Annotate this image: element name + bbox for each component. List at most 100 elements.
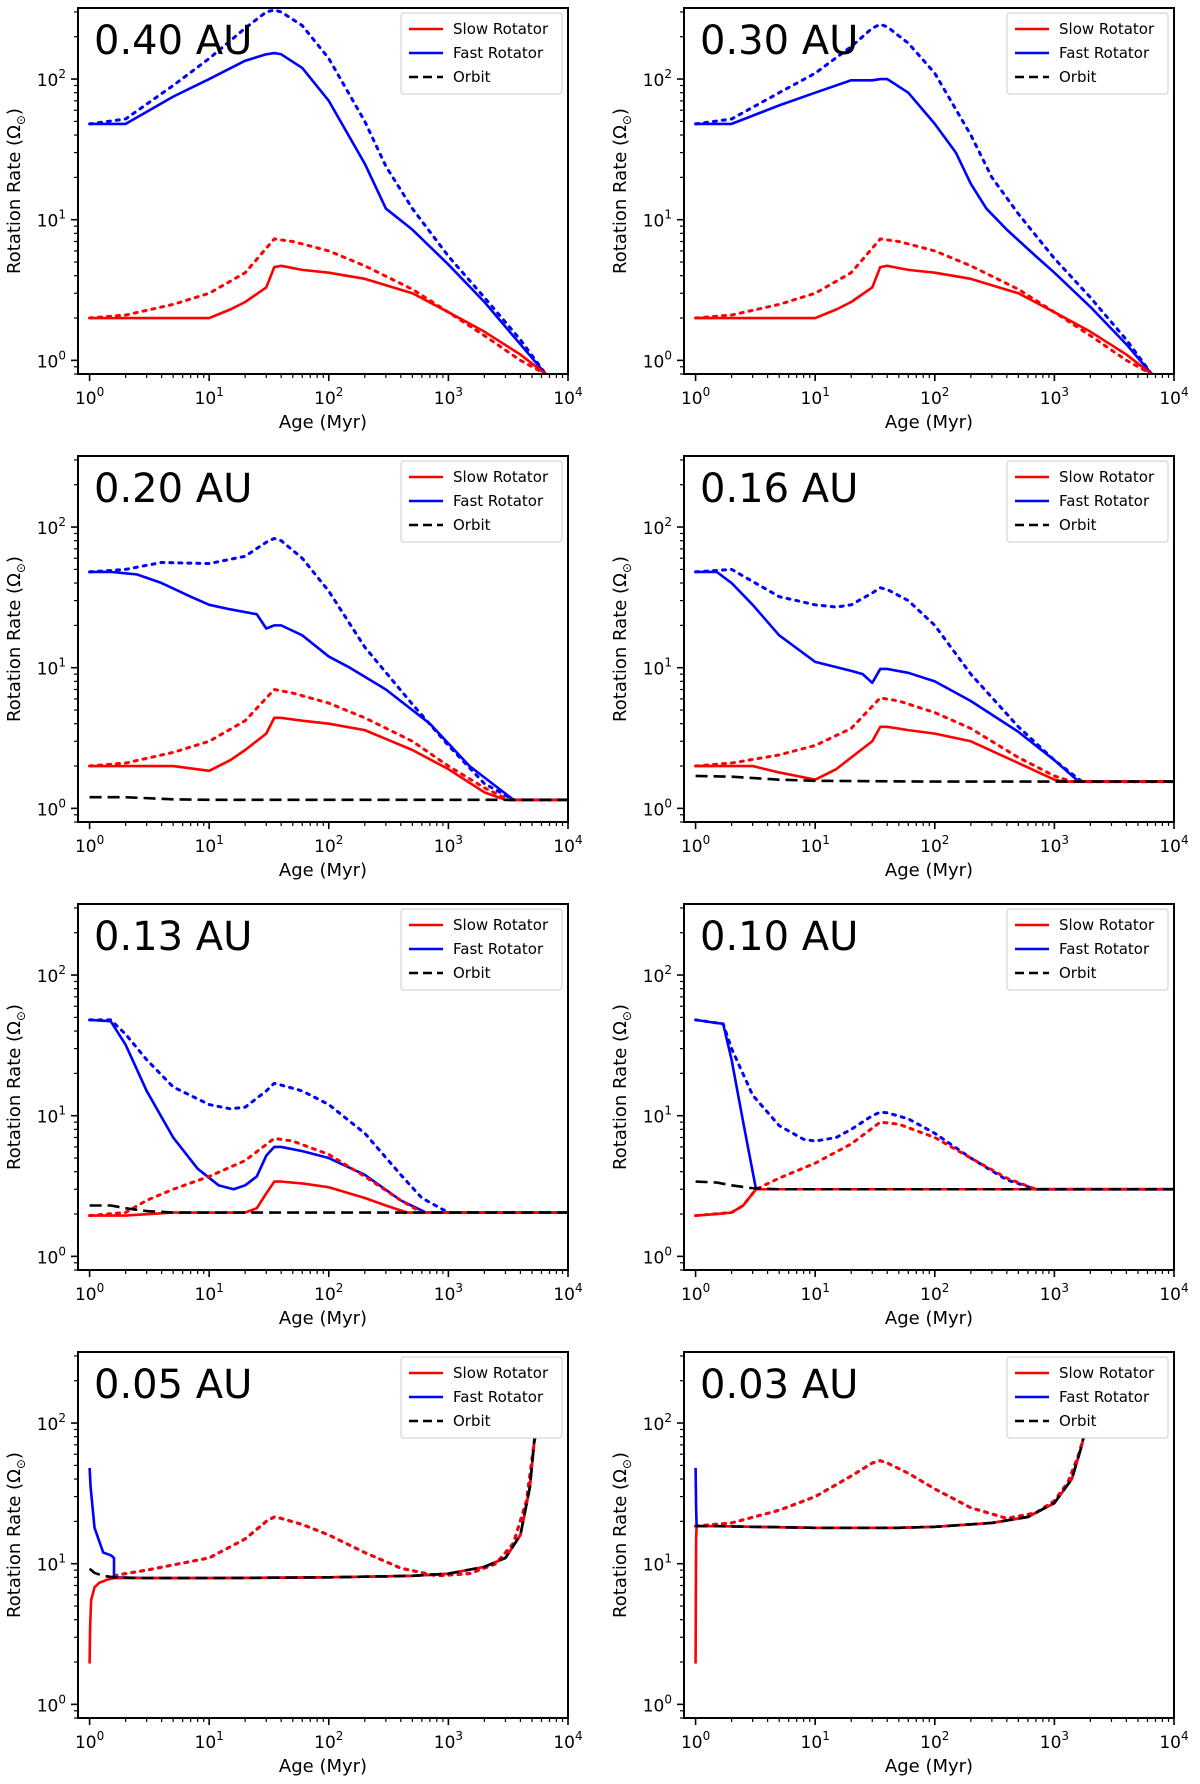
legend-box [1006, 12, 1169, 95]
legend-label: Orbit [1059, 68, 1097, 86]
x-axis-label: Age (Myr) [885, 1308, 973, 1329]
y-axis: 100 101 102 Rotation Rate (Ω⊙) [610, 907, 684, 1271]
x-tick-label: 102 [920, 1729, 949, 1753]
y-tick-label: 101 [37, 656, 66, 680]
y-tick-label: 101 [643, 1104, 672, 1128]
x-tick-label: 103 [1040, 1729, 1069, 1753]
x-tick-label: 103 [434, 1729, 463, 1753]
y-tick-label: 100 [643, 348, 672, 372]
x-tick-label: 104 [1159, 1281, 1188, 1305]
x-axis: 100 101 102 103 104 Age (Myr) [681, 1718, 1189, 1777]
legend: Slow Rotator Fast Rotator Orbit [1006, 908, 1169, 991]
legend-label: Orbit [453, 964, 491, 982]
x-tick-label: 101 [801, 385, 830, 409]
y-tick-label: 100 [643, 1692, 672, 1716]
panel-0-10-au: 100 101 102 103 104 Age (Myr) 100 101 102 Rotatio… [610, 903, 1189, 1329]
series-slow-rotator-core [695, 264, 1153, 374]
x-axis: 100 101 102 103 104 Age (Myr) [75, 822, 583, 881]
x-tick-label: 100 [681, 833, 710, 857]
legend-label: Slow Rotator [453, 468, 549, 486]
x-axis: 100 101 102 103 104 Age (Myr) [75, 374, 583, 433]
series-orbit [695, 1180, 1174, 1191]
panel-0-40-au: 100 101 102 103 104 Age (Myr) 100 101 102 Rotatio… [4, 7, 583, 433]
legend-label: Slow Rotator [1059, 468, 1155, 486]
legend-label: Fast Rotator [1059, 492, 1150, 510]
x-tick-label: 102 [920, 385, 949, 409]
legend-label: Fast Rotator [1059, 940, 1150, 958]
legend-box [1006, 1356, 1169, 1439]
x-tick-label: 101 [801, 1281, 830, 1305]
panel-0-16-au: 100 101 102 103 104 Age (Myr) 100 101 102 Rotatio… [610, 455, 1189, 881]
legend-label: Orbit [1059, 1412, 1097, 1430]
panel-0-03-au: 100 101 102 103 104 Age (Myr) 100 101 102 Rotatio… [610, 1351, 1189, 1777]
panel-title: 0.10 AU [700, 914, 858, 960]
y-tick-label: 101 [37, 208, 66, 232]
x-tick-label: 104 [553, 833, 582, 857]
legend-label: Fast Rotator [1059, 1388, 1150, 1406]
x-tick-label: 104 [1159, 385, 1188, 409]
y-axis: 100 101 102 Rotation Rate (Ω⊙) [4, 11, 78, 375]
series-slow-rotator-core [88, 1422, 538, 1664]
legend-label: Fast Rotator [453, 44, 544, 62]
legend-label: Orbit [453, 1412, 491, 1430]
x-tick-label: 101 [195, 1281, 224, 1305]
x-tick-label: 101 [801, 1729, 830, 1753]
x-tick-label: 100 [681, 1281, 710, 1305]
y-tick-label: 100 [37, 348, 66, 372]
y-tick-label: 102 [643, 67, 672, 91]
legend-box [400, 460, 563, 543]
x-axis: 100 101 102 103 104 Age (Myr) [681, 374, 1189, 433]
legend-label: Fast Rotator [1059, 44, 1150, 62]
x-tick-label: 100 [681, 1729, 710, 1753]
y-axis-label: Rotation Rate (Ω⊙) [4, 1452, 28, 1618]
legend-label: Orbit [1059, 516, 1097, 534]
y-axis: 100 101 102 Rotation Rate (Ω⊙) [610, 11, 684, 375]
y-axis-label: Rotation Rate (Ω⊙) [4, 556, 28, 722]
y-tick-label: 101 [643, 656, 672, 680]
x-axis-label: Age (Myr) [885, 412, 973, 433]
x-tick-label: 104 [1159, 833, 1188, 857]
x-axis-label: Age (Myr) [279, 860, 367, 881]
x-tick-label: 100 [75, 385, 104, 409]
x-tick-label: 100 [681, 385, 710, 409]
series-group [88, 536, 568, 802]
legend-label: Slow Rotator [453, 916, 549, 934]
x-axis-label: Age (Myr) [885, 1756, 973, 1777]
panel-0-30-au: 100 101 102 103 104 Age (Myr) 100 101 102 Rotatio… [610, 7, 1189, 433]
series-group [694, 22, 1154, 374]
x-axis: 100 101 102 103 104 Age (Myr) [681, 1270, 1189, 1329]
y-tick-label: 100 [37, 1692, 66, 1716]
legend: Slow Rotator Fast Rotator Orbit [400, 908, 563, 991]
legend: Slow Rotator Fast Rotator Orbit [400, 460, 563, 543]
y-tick-label: 101 [37, 1104, 66, 1128]
y-tick-label: 101 [37, 1552, 66, 1576]
panel-0-13-au: 100 101 102 103 104 Age (Myr) 100 101 102 Rotatio… [4, 903, 583, 1329]
series-slow-rotator-envelope [88, 1136, 568, 1218]
series-group [88, 8, 548, 374]
y-axis-label: Rotation Rate (Ω⊙) [610, 108, 634, 274]
panel-title: 0.16 AU [700, 466, 858, 512]
x-tick-label: 104 [553, 385, 582, 409]
x-tick-label: 101 [195, 1729, 224, 1753]
series-fast-rotator-envelope [694, 22, 1154, 374]
panel-title: 0.05 AU [94, 1362, 252, 1408]
x-axis-label: Age (Myr) [279, 1308, 367, 1329]
series-slow-rotator-envelope [88, 688, 568, 802]
panel-0-20-au: 100 101 102 103 104 Age (Myr) 100 101 102 Rotatio… [4, 455, 583, 881]
series-fast-rotator-core [695, 570, 1174, 783]
x-tick-label: 100 [75, 1729, 104, 1753]
legend-label: Slow Rotator [1059, 916, 1155, 934]
panel-title: 0.13 AU [94, 914, 252, 960]
series-slow-rotator-envelope [112, 1435, 537, 1578]
y-tick-label: 100 [37, 1244, 66, 1268]
x-tick-label: 102 [920, 833, 949, 857]
panel-title: 0.30 AU [700, 18, 858, 64]
legend: Slow Rotator Fast Rotator Orbit [1006, 12, 1169, 95]
series-slow-rotator-envelope [694, 696, 1174, 784]
x-tick-label: 103 [1040, 1281, 1069, 1305]
y-axis: 100 101 102 Rotation Rate (Ω⊙) [4, 1355, 78, 1719]
x-tick-label: 102 [920, 1281, 949, 1305]
series-orbit [695, 774, 1174, 783]
y-tick-label: 102 [37, 1411, 66, 1435]
